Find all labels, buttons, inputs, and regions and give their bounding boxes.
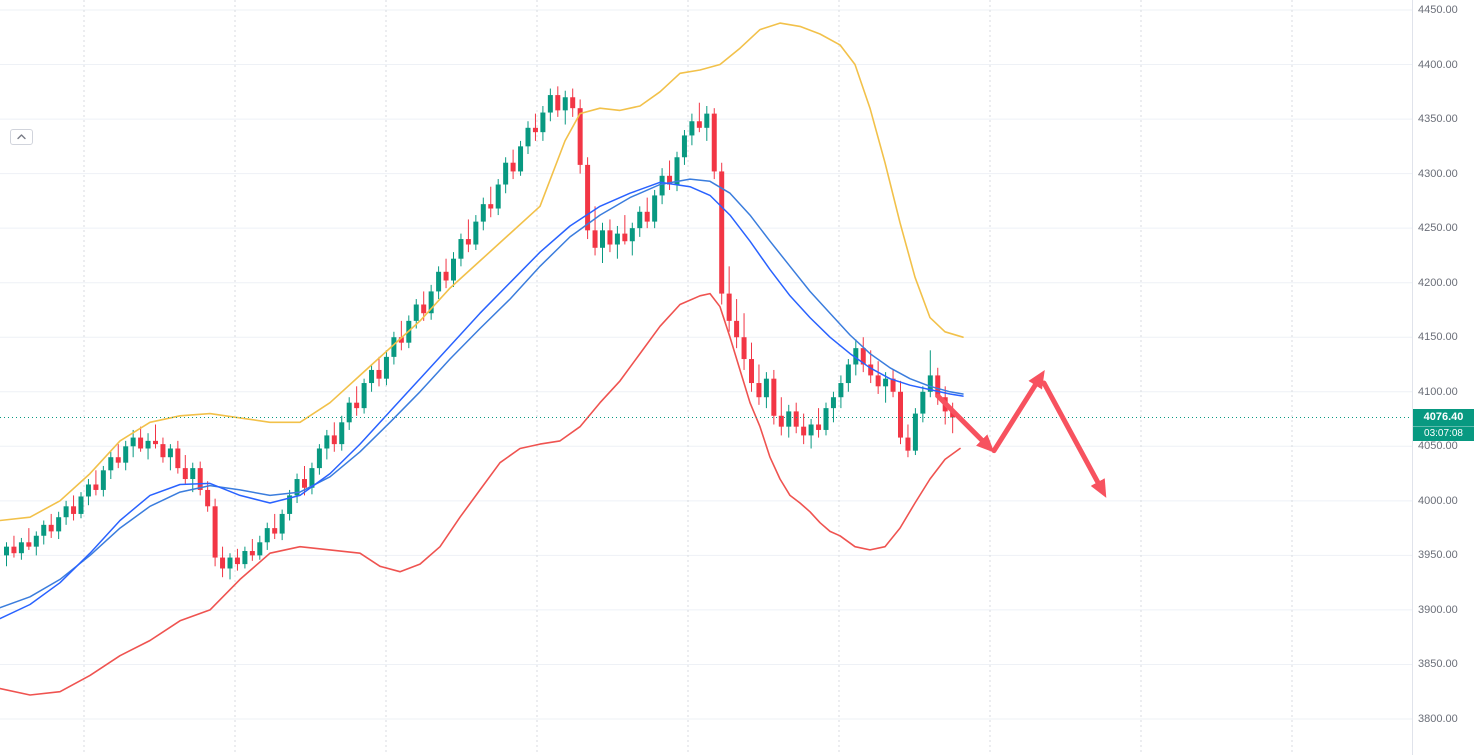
price-tick-label: 4450.00 [1418, 4, 1458, 16]
price-tick-label: 4050.00 [1418, 440, 1458, 453]
price-tick-label: 3850.00 [1418, 658, 1458, 671]
vertical-gridlines [83, 0, 1293, 755]
chevron-up-icon [17, 134, 26, 140]
price-axis[interactable]: 4450.00 4400.00 4350.00 4300.00 4250.00 4200.… [1412, 0, 1474, 755]
price-tick-label: 4350.00 [1418, 113, 1458, 126]
price-tick-label: 4200.00 [1418, 276, 1458, 289]
bar-countdown-label: 03:07:08 [1413, 425, 1474, 441]
price-tick-label: 4400.00 [1418, 58, 1458, 71]
collapse-legend-button[interactable] [10, 129, 33, 145]
price-tick-label: 4250.00 [1418, 222, 1458, 235]
price-tick-label: 3800.00 [1418, 713, 1458, 725]
price-tick-label: 3950.00 [1418, 549, 1458, 562]
indicator-lines [0, 22, 964, 696]
price-tick-label: 4300.00 [1418, 167, 1458, 180]
candlestick-series [4, 86, 956, 580]
trend-arrows-drawing[interactable] [935, 369, 1107, 498]
price-tick-label: 4000.00 [1418, 494, 1458, 507]
last-price-label: 4076.40 [1413, 408, 1474, 426]
chart-canvas[interactable] [0, 0, 1412, 755]
price-tick-label: 4100.00 [1418, 385, 1458, 398]
price-tick-label: 4150.00 [1418, 331, 1458, 344]
price-badge: 4076.40 03:07:08 [1413, 408, 1474, 441]
price-tick-label: 3900.00 [1418, 603, 1458, 616]
